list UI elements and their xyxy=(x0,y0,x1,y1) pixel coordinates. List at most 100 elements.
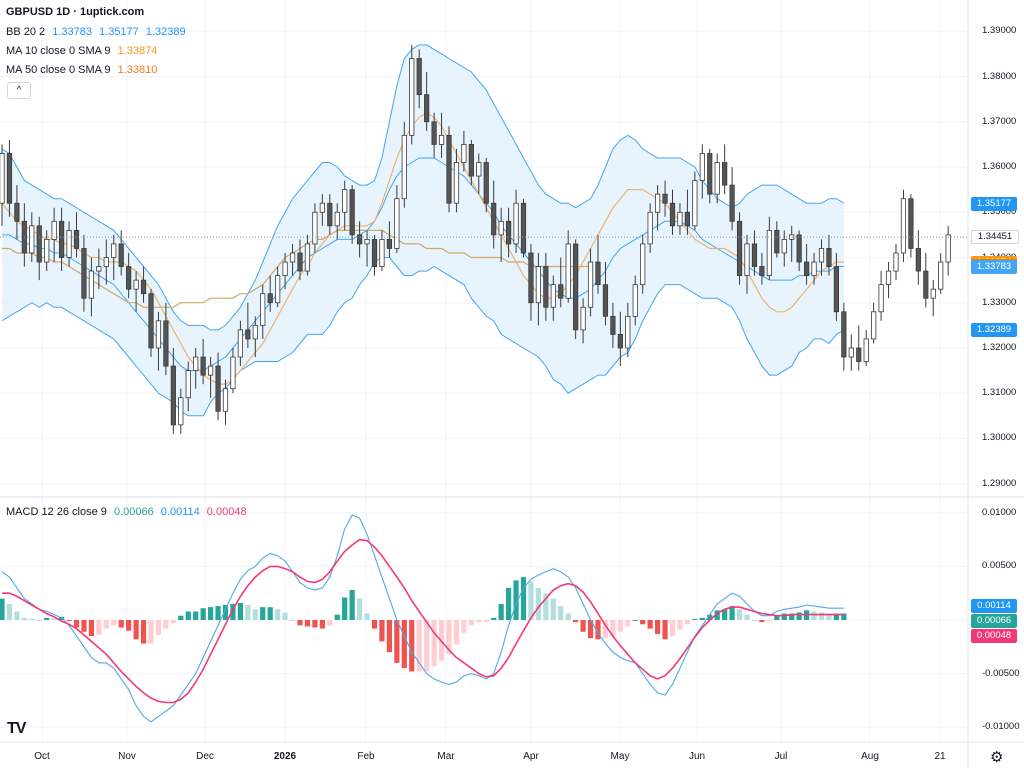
price-axis-label: 1.29000 xyxy=(982,477,1017,489)
candle-body xyxy=(163,320,169,367)
candle-body xyxy=(573,243,579,331)
macd-histogram-bar xyxy=(148,620,154,644)
candle-body xyxy=(461,144,467,163)
macd-histogram-bar xyxy=(506,587,512,620)
candle-body xyxy=(826,248,832,267)
candle-body xyxy=(505,220,512,245)
ma10-legend[interactable]: MA 10 close 0 SMA 9 1.33874 xyxy=(6,44,161,58)
candle-body xyxy=(207,365,214,376)
gear-icon[interactable]: ⚙ xyxy=(990,749,1004,766)
candle-body xyxy=(647,211,653,245)
candle-body xyxy=(938,261,944,290)
macd-histogram-bar xyxy=(461,620,467,633)
candle-body xyxy=(289,252,296,263)
macd-histogram-bar xyxy=(751,620,758,621)
candle-body xyxy=(595,261,601,286)
collapse-legend-button[interactable]: ^ xyxy=(7,82,31,99)
candle-body xyxy=(431,121,437,145)
candle-body xyxy=(349,189,355,236)
macd-histogram-bar xyxy=(51,617,57,620)
candle-body xyxy=(401,134,407,200)
candle-body xyxy=(774,229,780,254)
candle-body xyxy=(371,239,378,267)
macd-histogram-bar xyxy=(178,615,184,620)
bb-upper-value: 1.35177 xyxy=(99,26,139,38)
candle-body xyxy=(811,261,817,276)
macd-histogram-bar xyxy=(528,581,534,620)
time-axis-label: 2026 xyxy=(273,751,297,762)
macd-histogram-bar xyxy=(833,613,839,620)
macd-histogram-bar xyxy=(36,620,42,621)
macd-axis-label: -0.00500 xyxy=(982,667,1020,679)
macd-histogram-bar xyxy=(766,620,772,622)
macd-histogram-bar xyxy=(230,603,236,620)
macd-line xyxy=(1,514,844,723)
macd-histogram-bar xyxy=(655,620,661,634)
macd-histogram-bar xyxy=(647,620,653,629)
macd-histogram-bar xyxy=(44,617,50,620)
ma50-legend-name: MA 50 close 0 SMA 9 xyxy=(6,64,111,76)
macd-histogram-bar xyxy=(386,620,392,653)
candle-body xyxy=(617,334,623,349)
bb-legend[interactable]: BB 20 2 1.33783 1.35177 1.32389 xyxy=(6,25,190,39)
ma10-value: 1.33874 xyxy=(117,45,158,57)
macd-histogram-bar xyxy=(312,620,318,628)
tradingview-logo-icon[interactable]: TV xyxy=(7,720,26,737)
time-axis-label: Nov xyxy=(118,751,136,762)
macd-histogram-bar xyxy=(29,618,35,620)
candle-body xyxy=(468,144,474,177)
candle-body xyxy=(722,162,728,186)
macd-histogram-bar xyxy=(424,620,430,672)
candle-body xyxy=(394,198,400,249)
macd-histogram-bar xyxy=(81,620,87,632)
macd-histogram-bar xyxy=(535,587,541,620)
macd-histogram-bar xyxy=(379,620,385,642)
macd-histogram-bar xyxy=(491,617,497,620)
candle-body xyxy=(222,388,229,412)
macd-value-tag: 0.00048 xyxy=(971,629,1017,643)
macd-histogram-bar xyxy=(133,620,139,640)
candle-body xyxy=(804,261,810,276)
macd-histogram-bar xyxy=(126,620,132,631)
macd-legend[interactable]: MACD 12 26 close 9 0.00066 0.00114 0.000… xyxy=(6,505,251,519)
time-axis-label: Dec xyxy=(196,751,214,762)
candle-body xyxy=(923,270,929,299)
candle-body xyxy=(915,248,921,272)
bb-upper-line xyxy=(1,44,845,331)
candle-body xyxy=(73,229,80,249)
macd-histogram-bar xyxy=(289,620,296,621)
macd-histogram-bar xyxy=(483,620,489,623)
candle-body xyxy=(818,248,825,263)
candle-body xyxy=(193,356,199,371)
ma50-legend[interactable]: MA 50 close 0 SMA 9 1.33810 xyxy=(6,63,161,77)
macd-histogram-bar xyxy=(155,620,162,635)
price-axis-label: 1.33000 xyxy=(982,296,1017,308)
macd-histogram-bar xyxy=(21,617,27,620)
macd-histogram-bar xyxy=(0,598,5,620)
macd-histogram-bar xyxy=(580,620,586,632)
candle-body xyxy=(446,134,452,204)
candle-body xyxy=(438,134,445,145)
candle-body xyxy=(878,284,884,313)
ma10-line xyxy=(1,111,844,385)
time-axis-label: Mar xyxy=(437,751,455,762)
candle-body xyxy=(297,252,303,272)
candle-body xyxy=(44,239,50,263)
candle-body xyxy=(111,243,117,258)
candle-body xyxy=(66,229,72,258)
macd-histogram-bar xyxy=(602,620,609,639)
macd-histogram-bar xyxy=(558,606,564,620)
macd-histogram-bar xyxy=(796,612,802,620)
bb-lower-line xyxy=(1,257,845,417)
candle-body xyxy=(535,266,542,304)
macd-histogram-bar xyxy=(617,620,623,632)
candle-body xyxy=(282,261,288,276)
candle-body xyxy=(319,202,325,213)
macd-histogram-bar xyxy=(573,620,579,623)
macd-axis-label: -0.01000 xyxy=(982,721,1020,733)
candle-body xyxy=(133,279,139,290)
candle-body xyxy=(766,229,772,276)
macd-histogram-bar xyxy=(640,620,646,625)
macd-histogram-bar xyxy=(118,620,124,628)
